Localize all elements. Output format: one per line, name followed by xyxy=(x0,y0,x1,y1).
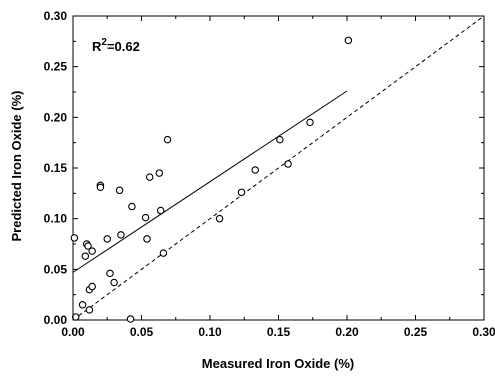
data-point xyxy=(88,247,96,255)
y-tick-label: 0.05 xyxy=(44,262,68,276)
data-point xyxy=(103,235,112,243)
x-tick-label: 0.10 xyxy=(198,325,222,339)
x-axis-title: Measured Iron Oxide (%) xyxy=(202,356,354,371)
data-point xyxy=(70,234,79,242)
data-point xyxy=(84,242,92,250)
data-points xyxy=(70,36,353,323)
data-point xyxy=(344,36,353,45)
data-point xyxy=(128,202,136,211)
x-tick-label: 0.20 xyxy=(335,325,359,339)
y-tick-label: 0.15 xyxy=(44,161,68,175)
data-point xyxy=(145,173,154,181)
data-point xyxy=(276,135,284,144)
x-tick-label: 0.30 xyxy=(472,325,495,339)
y-axis-ticks: 0.00 0.05 0.10 0.15 0.20 0.25 0.30 xyxy=(44,9,484,327)
y-tick-label: 0.30 xyxy=(44,9,68,23)
data-point xyxy=(106,269,114,278)
r-squared-superscript: 2 xyxy=(101,37,107,48)
x-tick-label: 0.05 xyxy=(130,325,154,339)
data-point xyxy=(251,166,259,174)
y-tick-label: 0.20 xyxy=(44,110,68,124)
data-point xyxy=(96,183,105,192)
x-tick-label: 0.15 xyxy=(267,325,291,339)
regression-line xyxy=(72,90,348,273)
data-point xyxy=(141,213,150,222)
y-tick-label: 0.10 xyxy=(44,212,68,226)
data-point xyxy=(284,160,292,168)
data-point xyxy=(88,282,96,291)
data-point xyxy=(117,231,125,239)
y-tick-label: 0.00 xyxy=(44,313,68,327)
r-squared-value: =0.62 xyxy=(107,39,140,54)
data-point xyxy=(215,214,224,223)
data-point xyxy=(115,186,124,195)
data-point xyxy=(163,135,172,144)
data-point xyxy=(126,315,135,323)
data-point xyxy=(143,235,151,243)
one-to-one-line xyxy=(72,15,485,321)
fit-lines xyxy=(72,15,485,321)
r-squared-base: R xyxy=(92,39,102,54)
r-squared-annotation: R2=0.62 xyxy=(92,37,140,54)
data-point xyxy=(156,206,165,215)
y-tick-label: 0.25 xyxy=(44,60,68,74)
data-point xyxy=(237,188,246,197)
x-tick-label: 0.25 xyxy=(404,325,428,339)
data-point xyxy=(306,118,314,127)
data-point xyxy=(85,306,94,314)
data-point xyxy=(155,169,164,177)
x-axis-ticks: 0.00 0.05 0.10 0.15 0.20 0.25 0.30 xyxy=(61,16,495,339)
data-point xyxy=(159,249,168,257)
data-point xyxy=(78,301,87,309)
y-axis-title: Predicted Iron Oxide (%) xyxy=(9,91,24,242)
data-point xyxy=(81,252,90,260)
x-tick-label: 0.00 xyxy=(61,325,85,339)
data-point xyxy=(110,278,118,287)
